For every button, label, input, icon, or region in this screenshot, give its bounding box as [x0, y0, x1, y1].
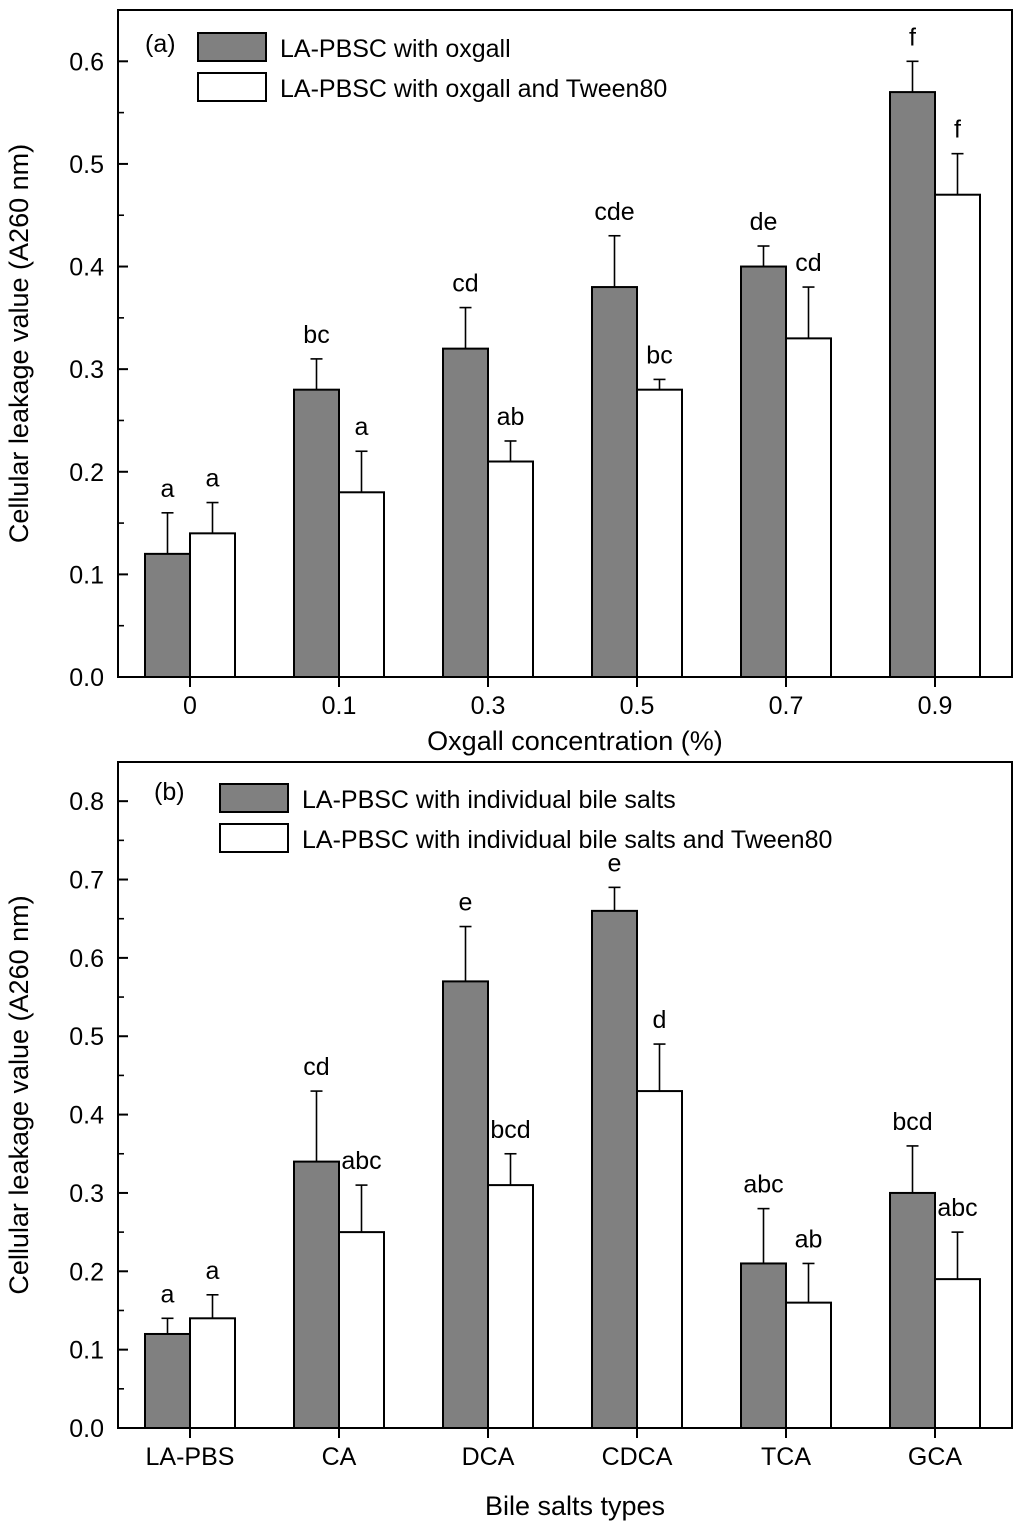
y-tick-label: 0.6	[69, 48, 104, 76]
panel-label: (a)	[145, 30, 176, 58]
x-tick-label: 0.1	[322, 692, 357, 720]
bar-series1-0.7	[740, 265, 787, 678]
significance-letter-series2-CDCA: d	[653, 1006, 667, 1034]
plot-frame	[117, 761, 1013, 1429]
bar-series1-CDCA	[591, 909, 638, 1429]
bar-series2-GCA	[934, 1278, 981, 1429]
x-axis-label: Bile salts types	[485, 1491, 665, 1521]
x-tick-label: 0.3	[471, 692, 506, 720]
y-tick-label: 0.7	[69, 867, 104, 895]
y-tick-label: 0.6	[69, 945, 104, 973]
y-tick-label: 0.5	[69, 1023, 104, 1051]
bar-series1-0.3	[442, 347, 489, 678]
legend-swatch-series1	[197, 32, 267, 62]
x-axis-label: Oxgall concentration (%)	[427, 726, 723, 756]
x-tick-label: 0.9	[918, 692, 953, 720]
significance-letter-series1-CA: cd	[303, 1053, 329, 1081]
significance-letter-series2-0.5: bc	[646, 341, 672, 369]
legend-label-series2: LA-PBSC with individual bile salts and T…	[302, 826, 832, 854]
bar-series2-0.1	[338, 491, 385, 678]
significance-letter-series1-0.7: de	[750, 208, 778, 236]
bar-series2-0.3	[487, 460, 534, 678]
significance-letter-series2-0.7: cd	[795, 249, 821, 277]
bar-series1-DCA	[442, 980, 489, 1429]
significance-letter-series2-LA-PBS: a	[206, 1257, 220, 1285]
legend-label-series1: LA-PBSC with oxgall	[280, 35, 511, 63]
significance-letter-series2-0.9: f	[954, 116, 961, 144]
bar-series1-0.9	[889, 91, 936, 679]
significance-letter-series1-0: a	[161, 475, 175, 503]
significance-letter-series2-DCA: bcd	[490, 1116, 530, 1144]
plot-frame	[117, 9, 1013, 678]
significance-letter-series1-0.3: cd	[452, 270, 478, 298]
chart-panel-a: a a0bca0.1cdab0.3cdebc0.5decd0.7ff0.90.00…	[4, 9, 1013, 756]
significance-letter-series2-TCA: ab	[795, 1225, 823, 1253]
significance-letter-series2-0.3: ab	[497, 403, 525, 431]
legend-swatch-series1	[219, 783, 289, 813]
significance-letter-series2-GCA: abc	[937, 1194, 977, 1222]
y-tick-label: 0.5	[69, 151, 104, 179]
y-tick-label: 0.8	[69, 788, 104, 816]
x-tick-label: GCA	[908, 1443, 963, 1471]
significance-letter-series1-TCA: abc	[743, 1171, 783, 1199]
significance-letter-series1-CDCA: e	[608, 849, 622, 877]
bar-series1-0	[144, 552, 191, 678]
bar-series1-TCA	[740, 1262, 787, 1430]
chart-panel-b: aaLA-PBScdabcCAebcdDCAedCDCAabcabTCAbcda…	[4, 761, 1013, 1521]
y-tick-label: 0.3	[69, 1180, 104, 1208]
x-tick-label: CA	[322, 1443, 357, 1471]
y-tick-label: 0.0	[69, 1415, 104, 1443]
x-tick-label: TCA	[761, 1443, 811, 1471]
legend-swatch-series2	[219, 823, 289, 853]
y-tick-label: 0.0	[69, 664, 104, 692]
significance-letter-series1-DCA: e	[459, 889, 473, 917]
y-tick-label: 0.1	[69, 561, 104, 589]
y-tick-label: 0.4	[69, 254, 104, 282]
y-tick-label: 0.3	[69, 356, 104, 384]
x-tick-label: 0.7	[769, 692, 804, 720]
panel-label: (b)	[154, 778, 185, 806]
bar-series2-TCA	[785, 1301, 832, 1429]
y-tick-label: 0.2	[69, 1258, 104, 1286]
significance-letter-series1-LA-PBS: a	[161, 1280, 175, 1308]
bar-series1-0.1	[293, 388, 340, 678]
bar-series2-0	[189, 532, 236, 678]
x-tick-label: 0	[183, 692, 197, 720]
bar-series2-LA-PBS	[189, 1317, 236, 1430]
bar-series2-0.7	[785, 337, 832, 678]
y-axis-label: Cellular leakage value (A260 nm)	[4, 144, 34, 543]
legend-swatch-series2	[197, 72, 267, 102]
x-tick-label: CDCA	[602, 1443, 673, 1471]
x-tick-label: 0.5	[620, 692, 655, 720]
significance-letter-series1-0.9: f	[909, 23, 916, 51]
legend-label-series2: LA-PBSC with oxgall and Tween80	[280, 75, 667, 103]
bar-series2-DCA	[487, 1184, 534, 1429]
significance-letter-series2-CA: abc	[341, 1147, 381, 1175]
bar-series2-CDCA	[636, 1090, 683, 1430]
bar-series2-0.9	[934, 193, 981, 678]
significance-letter-series1-0.1: bc	[303, 321, 329, 349]
bar-series1-GCA	[889, 1191, 936, 1429]
bar-series1-CA	[293, 1160, 340, 1429]
legend-label-series1: LA-PBSC with individual bile salts	[302, 786, 676, 814]
bar-series2-CA	[338, 1231, 385, 1430]
y-tick-label: 0.4	[69, 1102, 104, 1130]
bar-series2-0.5	[636, 388, 683, 678]
significance-letter-series2-0.1: a	[355, 413, 369, 441]
bar-series1-0.5	[591, 286, 638, 678]
significance-letter-series2-0: a	[206, 465, 220, 493]
significance-letter-series1-GCA: bcd	[892, 1108, 932, 1136]
bar-series1-LA-PBS	[144, 1332, 191, 1429]
significance-letter-series1-0.5: cde	[594, 198, 634, 226]
y-axis-label: Cellular leakage value (A260 nm)	[4, 895, 34, 1294]
x-tick-label: DCA	[462, 1443, 515, 1471]
y-tick-label: 0.2	[69, 459, 104, 487]
x-tick-label: LA-PBS	[146, 1443, 235, 1471]
y-tick-label: 0.1	[69, 1337, 104, 1365]
